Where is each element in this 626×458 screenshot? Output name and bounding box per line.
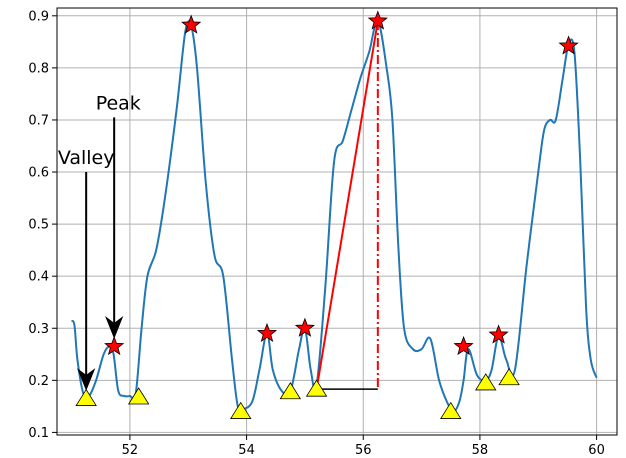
y-tick-label: 0.4 [28, 270, 49, 285]
valley-marker [440, 401, 462, 419]
x-tick-label: 54 [238, 443, 255, 458]
peak-annotation-label: Peak [96, 93, 141, 115]
peak-marker [558, 35, 579, 55]
series-layer [70, 20, 598, 413]
peak-arrow-head [105, 316, 124, 339]
valley-marker [75, 388, 97, 406]
plot-frame [56, 7, 618, 436]
y-tick-label: 0.5 [28, 218, 49, 233]
x-tick-label: 52 [122, 443, 139, 458]
valley-annotation-label: Valley [58, 147, 115, 169]
prominence-slope-line [315, 20, 379, 390]
valley-marker [127, 387, 150, 405]
peak-height-lines [315, 20, 379, 390]
y-tick-label: 0.6 [28, 166, 49, 181]
x-tick-label: 56 [355, 443, 372, 458]
grid [57, 8, 617, 435]
valley-marker [279, 382, 302, 400]
y-tick-label: 0.3 [28, 322, 49, 337]
x-axis-ticks: 52 54 56 58 60 [122, 435, 605, 458]
y-tick-label: 0.7 [28, 113, 49, 128]
y-tick-label: 0.2 [28, 374, 49, 389]
y-tick-label: 0.8 [28, 61, 49, 76]
markers-layer [75, 10, 579, 419]
valley-marker [498, 367, 520, 386]
peak-marker [294, 317, 316, 337]
annotations-layer: Peak Valley [58, 93, 141, 391]
peak-marker [181, 14, 202, 34]
valley-marker [475, 373, 497, 391]
x-tick-label: 60 [588, 443, 605, 458]
peak-marker [104, 335, 125, 356]
peak-marker [256, 322, 278, 343]
peak-marker [488, 324, 509, 344]
valley-marker [230, 401, 252, 419]
valley-marker [305, 379, 328, 397]
valley-arrow-head [77, 368, 96, 391]
peak-marker [367, 10, 388, 30]
y-tick-label: 0.9 [28, 9, 49, 24]
series-line [70, 20, 598, 413]
x-tick-label: 58 [472, 443, 489, 458]
y-tick-label: 0.1 [28, 426, 49, 441]
peak-marker [453, 335, 474, 356]
y-axis-ticks: 0.1 0.2 0.3 0.4 0.5 0.6 0.7 0.8 0.9 [28, 9, 57, 441]
